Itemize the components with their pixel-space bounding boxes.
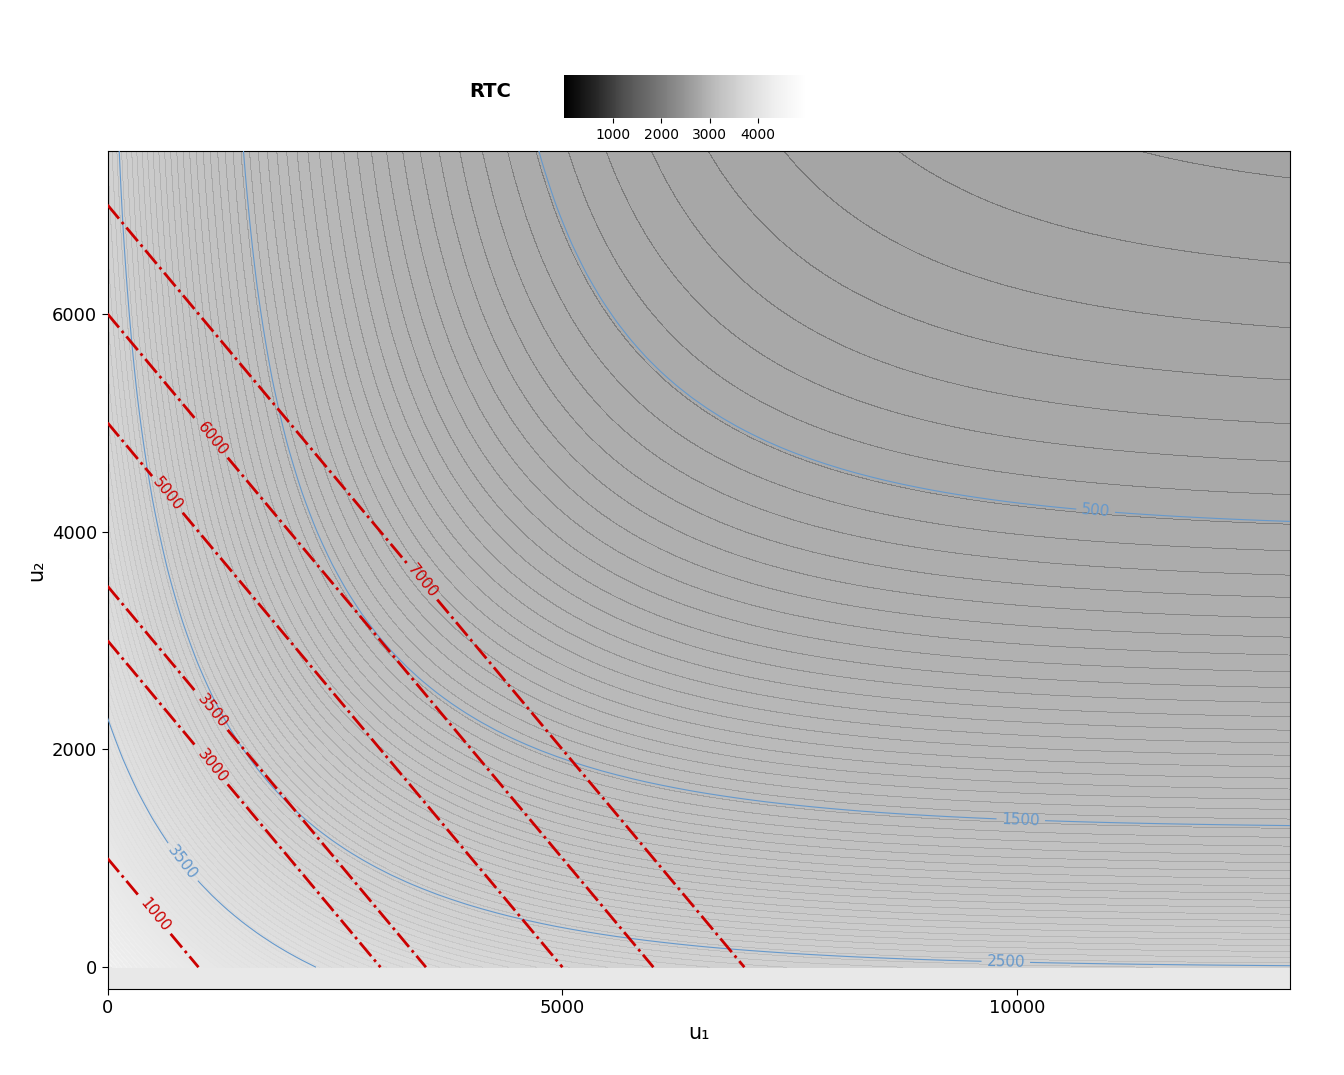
Text: 500: 500 [1081,502,1110,519]
Text: 6000: 6000 [195,419,230,459]
Text: 1000: 1000 [137,895,173,935]
Text: 5000: 5000 [149,475,185,514]
Text: 3500: 3500 [165,843,200,883]
Text: 3000: 3000 [195,746,230,786]
Y-axis label: u₂: u₂ [27,559,46,580]
X-axis label: u₁: u₁ [688,1023,710,1043]
Text: 2500: 2500 [986,954,1025,970]
Text: 7000: 7000 [405,561,439,601]
Text: 3500: 3500 [195,692,230,731]
Text: 1500: 1500 [1001,812,1040,828]
Text: RTC: RTC [469,82,511,101]
